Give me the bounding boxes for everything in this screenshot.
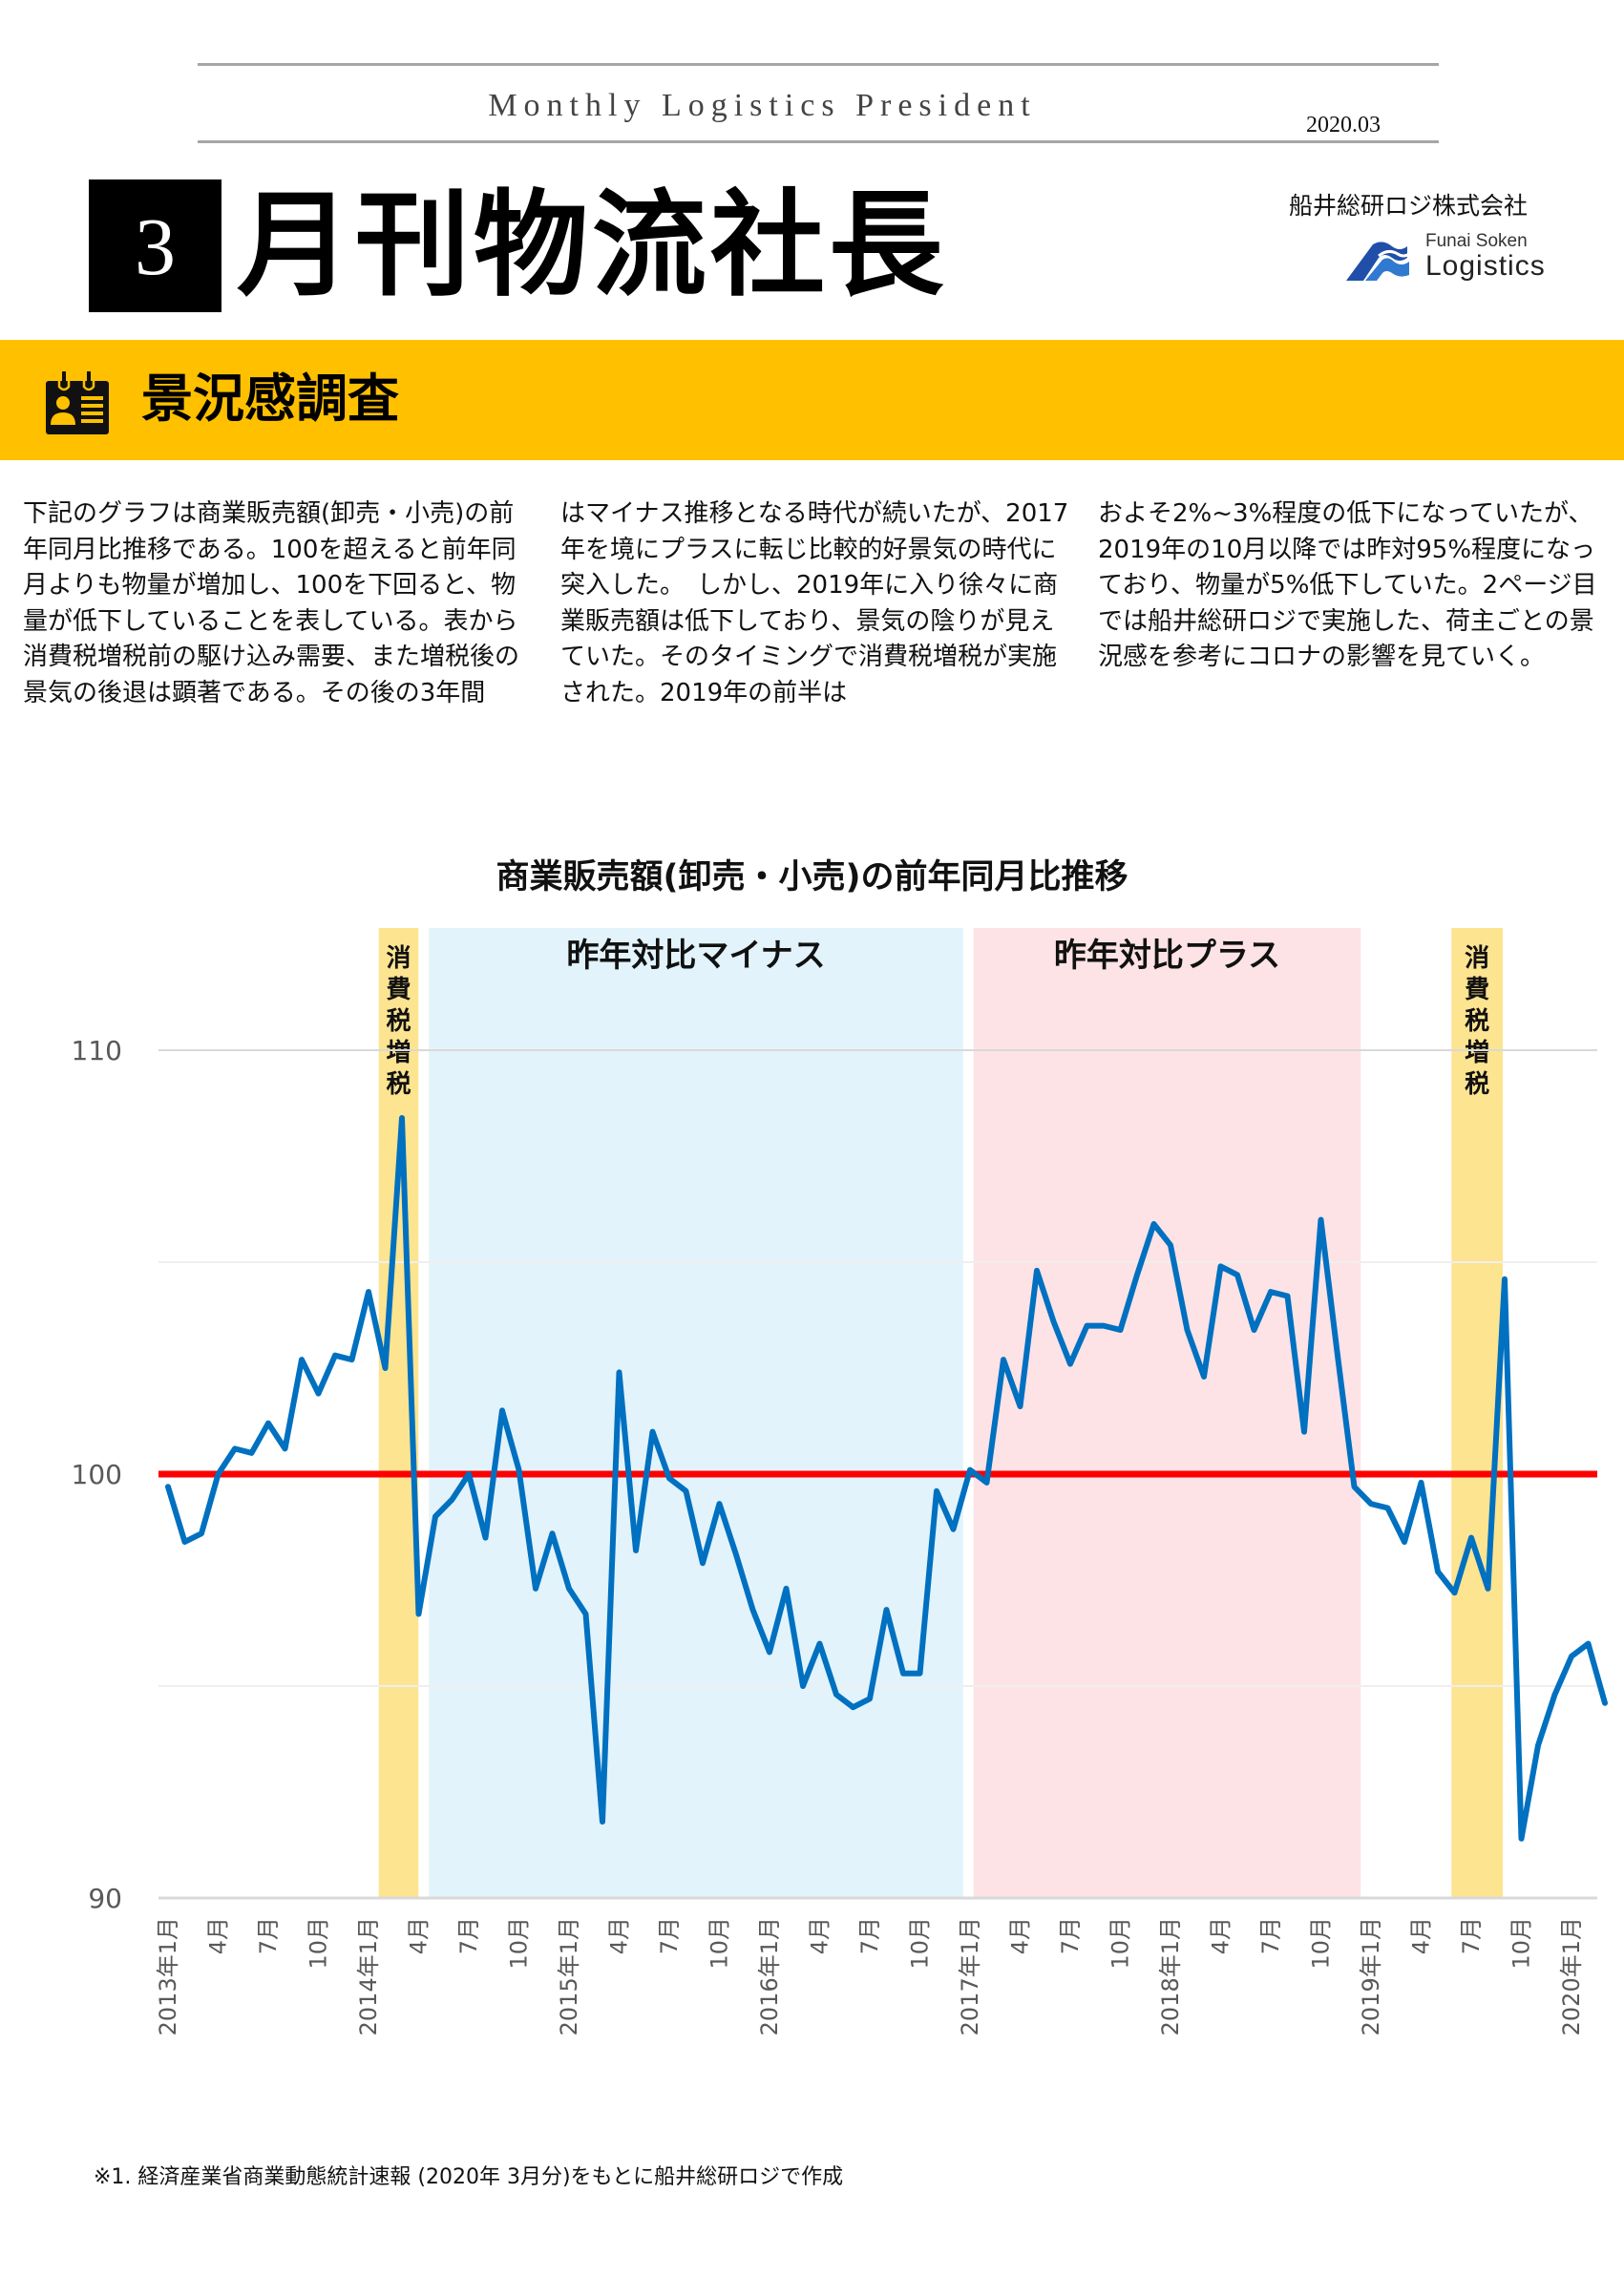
x-tick-label: 2018年1月	[1157, 1917, 1184, 2035]
shaded-region-label: 税	[1465, 1070, 1489, 1099]
magazine-title: 月刊物流社長	[237, 179, 947, 312]
masthead-top-rule	[198, 63, 1439, 66]
x-tick-label: 10月	[1508, 1917, 1535, 1970]
chart-title: 商業販売額(卸売・小売)の前年同月比推移	[496, 858, 1128, 896]
x-tick-label: 7月	[1057, 1917, 1084, 1954]
x-tick-label: 10月	[1107, 1917, 1134, 1970]
x-tick-label: 2015年1月	[556, 1917, 582, 2035]
x-tick-label: 4月	[1208, 1917, 1234, 1954]
x-tick-label: 7月	[255, 1917, 282, 1954]
x-tick-label: 4月	[205, 1917, 232, 1954]
shaded-region-label: 昨年対比プラス	[1054, 937, 1280, 975]
y-tick-label: 100	[72, 1459, 122, 1490]
shaded-region-label: 費	[386, 976, 411, 1004]
wave-logo-icon	[1346, 242, 1410, 281]
x-tick-label: 10月	[306, 1917, 332, 1970]
x-tick-label: 7月	[1458, 1917, 1485, 1954]
y-tick-label: 90	[88, 1883, 122, 1914]
source-footnote: ※1. 経済産業省商業動態統計速報 (2020年 3月分)をもとに船井総研ロジで…	[94, 2165, 844, 2189]
section-header-band	[0, 340, 1624, 460]
x-tick-label: 4月	[606, 1917, 633, 1954]
shaded-region	[973, 928, 1361, 1898]
shaded-region	[1451, 928, 1503, 1898]
y-tick-label: 110	[72, 1035, 122, 1066]
x-tick-label: 4月	[406, 1917, 432, 1954]
shaded-region-label: 昨年対比マイナス	[566, 937, 825, 975]
shaded-region-label: 費	[1465, 976, 1489, 1004]
id-badge-icon	[46, 371, 109, 434]
shaded-region-label: 税	[386, 1070, 411, 1099]
x-tick-label: 7月	[455, 1917, 482, 1954]
body-column-2: はマイナス推移となる時代が続いたが、2017年を境にプラスに転じ比較的好景気の時…	[560, 496, 1074, 711]
x-tick-label: 2014年1月	[355, 1917, 382, 2035]
section-title: 景況感調査	[141, 368, 399, 429]
issue-number-badge: 3	[89, 179, 221, 312]
shaded-region-label: 消	[1465, 944, 1489, 973]
data-series-line	[165, 1115, 1608, 1842]
x-tick-label: 4月	[1408, 1917, 1435, 1954]
issue-date: 2020.03	[1306, 113, 1381, 137]
masthead-bottom-rule	[198, 140, 1439, 143]
shaded-region-label: 税	[386, 1007, 411, 1036]
x-tick-label: 7月	[1257, 1917, 1284, 1954]
shaded-region	[429, 928, 963, 1898]
x-tick-label: 7月	[656, 1917, 683, 1954]
shaded-region-label: 増	[386, 1039, 411, 1067]
body-text-2: はマイナス推移となる時代が続いたが、2017年を境にプラスに転じ比較的好景気の時…	[560, 499, 1069, 707]
x-tick-label: 10月	[907, 1917, 934, 1970]
body-text-1: 下記のグラフは商業販売額(卸売・小売)の前年同月比推移である。100を超えると前…	[23, 499, 520, 707]
x-tick-label: 7月	[856, 1917, 883, 1954]
logo-text-line1: Funai Soken	[1425, 231, 1528, 251]
body-column-1: 下記のグラフは商業販売額(卸売・小売)の前年同月比推移である。100を超えると前…	[23, 496, 537, 711]
body-text-3: およそ2%~3%程度の低下になっていたが、2019年の10月以降では昨対95%程…	[1098, 499, 1597, 671]
shaded-region-label: 税	[1465, 1007, 1489, 1036]
x-tick-label: 10月	[506, 1917, 533, 1970]
x-tick-label: 2013年1月	[155, 1917, 181, 2035]
company-name: 船井総研ロジ株式会社	[1289, 192, 1529, 220]
body-column-3: およそ2%~3%程度の低下になっていたが、2019年の10月以降では昨対95%程…	[1098, 496, 1604, 676]
x-tick-label: 4月	[1007, 1917, 1034, 1954]
masthead-english-title: Monthly Logistics President	[488, 88, 1037, 123]
x-tick-label: 2019年1月	[1358, 1917, 1384, 2035]
x-tick-label: 10月	[707, 1917, 733, 1970]
x-tick-label: 10月	[1308, 1917, 1335, 1970]
x-tick-label: 2016年1月	[756, 1917, 783, 2035]
shaded-region-label: 消	[386, 944, 411, 973]
x-tick-label: 2017年1月	[957, 1917, 983, 2035]
shaded-region-label: 増	[1465, 1039, 1489, 1067]
company-logo: Funai Soken Logistics	[1344, 229, 1564, 286]
logo-text-line2: Logistics	[1425, 250, 1546, 282]
x-tick-label: 2020年1月	[1558, 1917, 1585, 2035]
x-tick-label: 4月	[807, 1917, 833, 1954]
